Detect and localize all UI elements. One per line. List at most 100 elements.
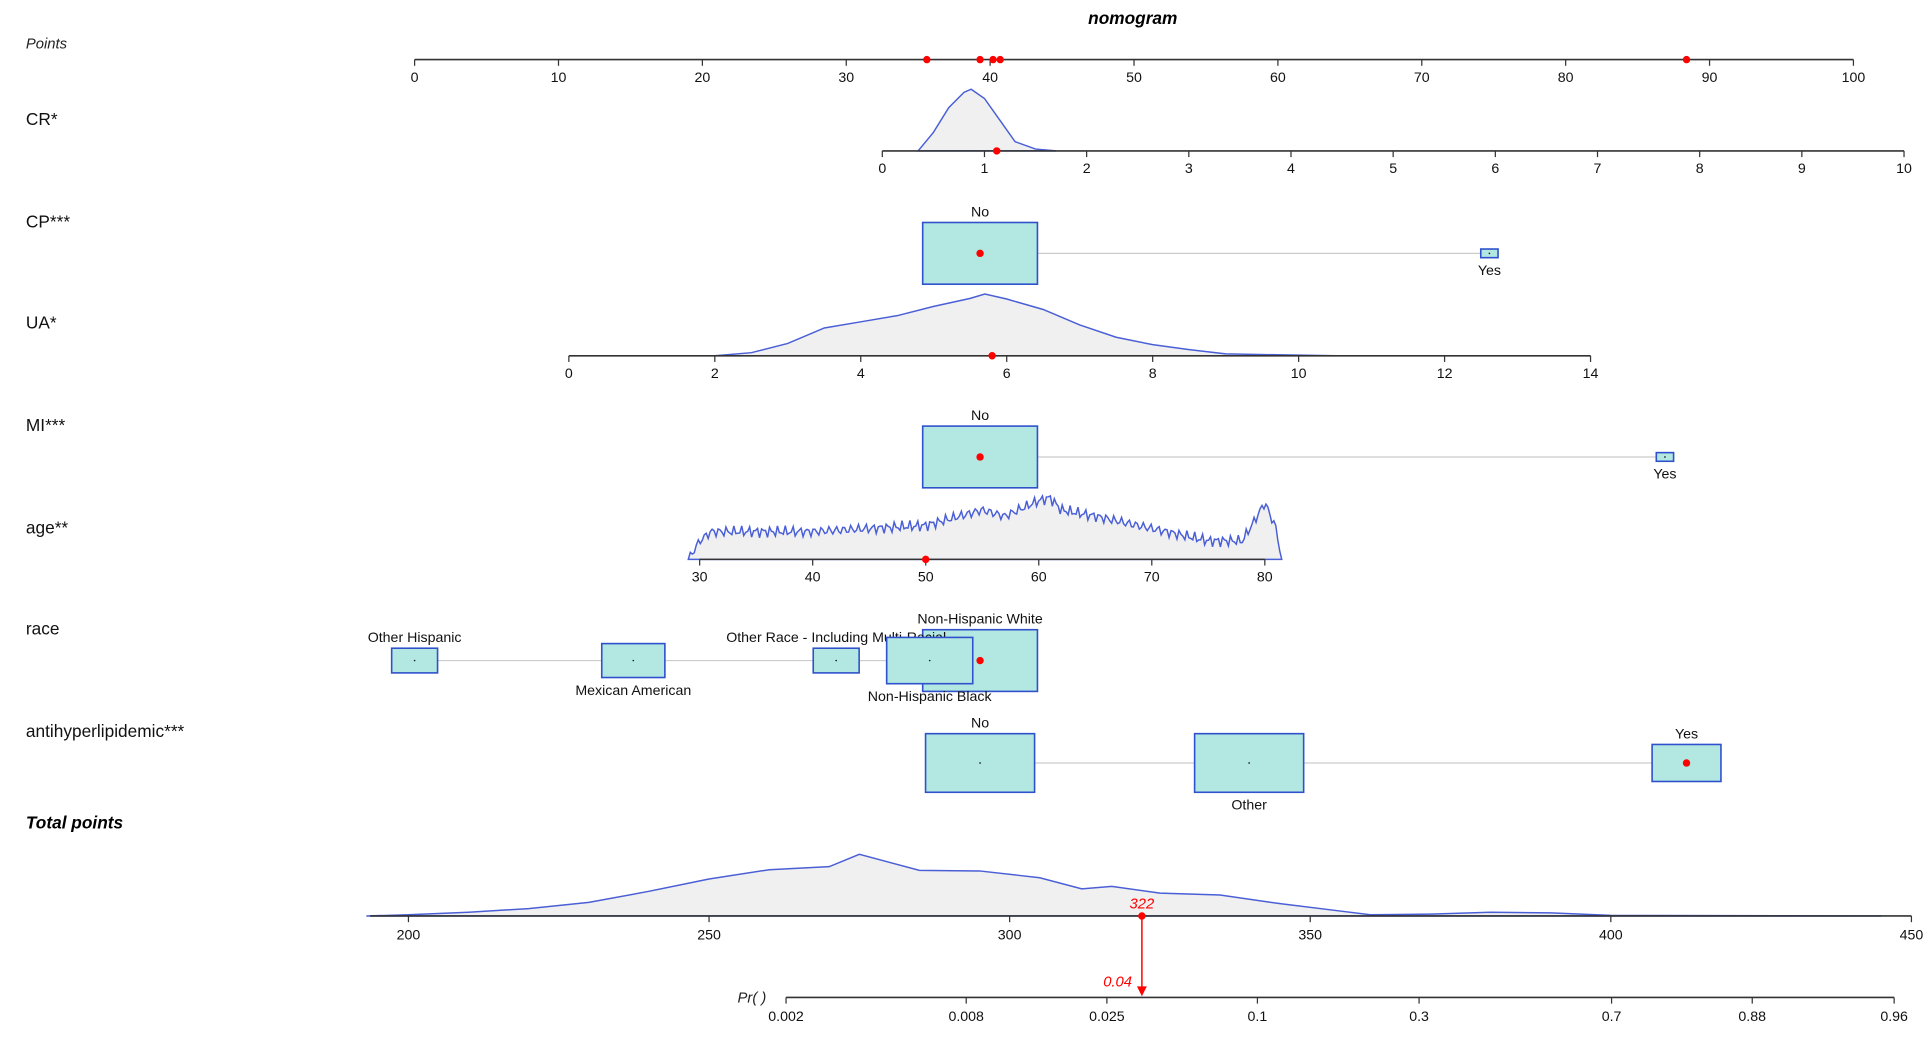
probability-tick-label: 0.008 — [948, 1009, 984, 1025]
var-ua-axis-tick-label: 12 — [1437, 366, 1453, 382]
var-mi-box-center — [1664, 456, 1666, 458]
probability-tick-label: 0.3 — [1409, 1009, 1429, 1025]
var-antihyperlipidemic-label: antihyperlipidemic*** — [26, 721, 185, 741]
var-age-axis-tick-label: 30 — [692, 570, 708, 586]
var-age-density — [687, 493, 1283, 561]
var-age-axis-tick-label: 40 — [805, 570, 821, 586]
var-antihyperlipidemic-box-center — [979, 762, 981, 764]
var-ua-axis-tick-label: 14 — [1583, 366, 1599, 382]
points-axis-tick-label: 50 — [1126, 70, 1142, 86]
var-race-level-label: Mexican American — [575, 683, 691, 699]
chart-title: nomogram — [1088, 8, 1177, 28]
probability-tick-label: 0.96 — [1880, 1009, 1908, 1025]
points-axis-tick-label: 60 — [1270, 70, 1286, 86]
var-antihyperlipidemic-marker — [1682, 759, 1691, 767]
var-cr-axis-tick-label: 6 — [1491, 161, 1499, 177]
points-marker — [923, 55, 931, 64]
var-race-box-center — [835, 659, 838, 662]
var-age-axis-tick-label: 80 — [1257, 570, 1273, 586]
var-cr-axis-tick-label: 2 — [1083, 161, 1091, 177]
var-cp-marker — [976, 249, 984, 258]
var-ua-axis-tick-label: 10 — [1291, 366, 1307, 382]
var-race-marker — [976, 656, 984, 665]
total-points-tick-label: 450 — [1900, 927, 1924, 943]
var-cp-level-label: No — [971, 204, 989, 220]
total-points-marker — [1138, 912, 1146, 920]
var-cr-axis-tick-label: 3 — [1185, 161, 1193, 177]
probability-tick-label: 0.1 — [1248, 1009, 1268, 1025]
total-points-tick-label: 200 — [397, 927, 421, 943]
total-points-tick-label: 400 — [1599, 927, 1623, 943]
var-ua-axis-tick-label: 8 — [1149, 366, 1157, 382]
total-points-label: Total points — [26, 812, 124, 832]
points-axis-tick-label: 20 — [694, 70, 710, 86]
probability-tick-label: 0.88 — [1738, 1009, 1766, 1025]
probability-tick-label: 0.002 — [768, 1009, 804, 1025]
var-race-label: race — [26, 619, 60, 639]
total-points-tick-label: 250 — [697, 927, 721, 943]
var-cr-axis-tick-label: 1 — [981, 161, 989, 177]
var-cp-box-center — [1488, 252, 1491, 255]
var-mi-box — [921, 425, 1039, 489]
var-mi-level-label: No — [971, 408, 989, 424]
total-points-value: 322 — [1130, 897, 1155, 913]
var-cr-axis-tick-label: 4 — [1287, 161, 1295, 177]
var-ua-label: UA* — [26, 313, 57, 333]
var-race-level-label: Non-Hispanic Black — [868, 689, 993, 705]
var-antihyperlipidemic-level-label: No — [971, 715, 989, 731]
var-cr-axis-tick-label: 0 — [878, 161, 886, 177]
var-race-box-center — [928, 659, 931, 662]
points-marker — [1682, 55, 1691, 64]
var-ua-axis-tick-label: 4 — [857, 366, 865, 382]
var-mi-level-label: Yes — [1653, 467, 1676, 483]
points-axis-tick-label: 30 — [838, 70, 854, 86]
var-cr-density — [916, 88, 1057, 152]
points-marker — [976, 55, 984, 64]
total-points-tick-label: 350 — [1298, 927, 1322, 943]
var-ua-axis-tick-label: 2 — [711, 366, 719, 382]
points-marker — [996, 55, 1004, 64]
var-mi-label: MI*** — [26, 415, 66, 435]
probability-tick-label: 0.7 — [1602, 1009, 1622, 1025]
var-cr-axis-tick-label: 7 — [1594, 161, 1602, 177]
points-axis-tick-label: 40 — [982, 70, 998, 86]
var-cr-axis-tick-label: 10 — [1896, 161, 1912, 177]
var-ua-density — [714, 293, 1336, 357]
var-cr-axis-tick-label: 5 — [1389, 161, 1397, 177]
total-points-density — [366, 853, 1882, 917]
var-ua-marker — [988, 352, 996, 360]
var-race-box-center — [413, 659, 416, 662]
var-race-box — [390, 647, 439, 674]
points-axis-tick-label: 100 — [1842, 70, 1866, 86]
var-cr-axis-tick-label: 9 — [1798, 161, 1806, 177]
var-age-marker — [922, 555, 930, 564]
var-age-axis-tick-label: 60 — [1031, 570, 1047, 586]
prediction-arrow — [1136, 986, 1147, 997]
var-cr-axis-tick-label: 8 — [1696, 161, 1704, 177]
var-ua-axis-tick-label: 0 — [565, 366, 573, 382]
points-axis-tick-label: 10 — [551, 70, 567, 86]
points-axis-tick-label: 80 — [1558, 70, 1574, 86]
var-race-box-center — [632, 659, 635, 662]
var-antihyperlipidemic-box-center — [1248, 762, 1250, 764]
var-cr-marker — [993, 147, 1001, 155]
var-age-label: age** — [26, 517, 69, 537]
var-race-level-label: Other Hispanic — [368, 630, 462, 646]
var-cp-label: CP*** — [26, 211, 70, 231]
var-antihyperlipidemic-level-label: Other — [1231, 798, 1267, 814]
probability-axis-label: Pr( ) — [738, 990, 767, 1006]
var-antihyperlipidemic-level-label: Yes — [1675, 726, 1698, 742]
points-axis-tick-label: 90 — [1702, 70, 1718, 86]
var-age-axis-tick-label: 70 — [1144, 570, 1160, 586]
var-age-axis-tick-label: 50 — [918, 570, 934, 586]
points-marker — [989, 55, 997, 64]
var-cr-label: CR* — [26, 109, 58, 129]
points-axis-label: Points — [26, 37, 68, 53]
probability-value: 0.04 — [1103, 974, 1132, 990]
var-mi-marker — [976, 453, 984, 461]
probability-tick-label: 0.025 — [1089, 1009, 1125, 1025]
var-race-level-label: Non-Hispanic White — [917, 612, 1042, 628]
points-axis-tick-label: 0 — [411, 70, 419, 86]
total-points-tick-label: 300 — [998, 927, 1022, 943]
